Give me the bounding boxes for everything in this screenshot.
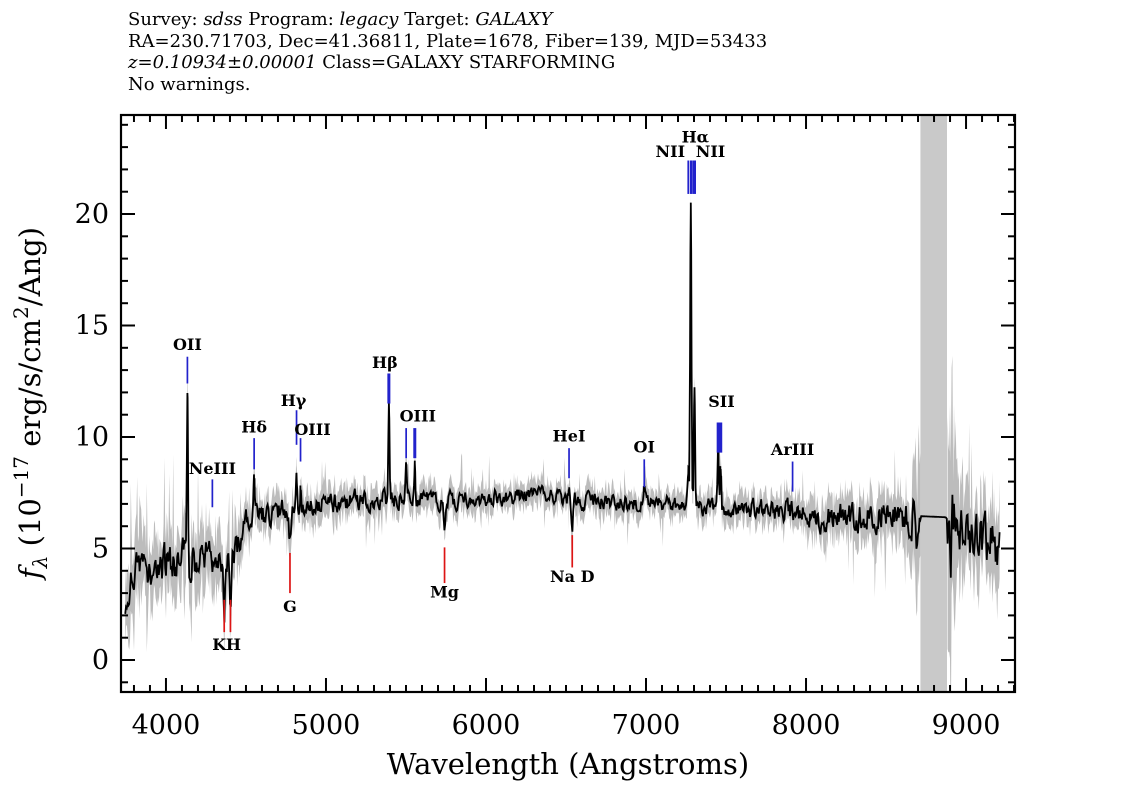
x-axis-title: Wavelength (Angstroms) xyxy=(387,747,749,781)
y-axis-title: fλ (10−17 erg/s/cm2/Ang) xyxy=(9,227,52,581)
line-label-OIII: OIII xyxy=(400,406,436,425)
line-label-NII: NII xyxy=(655,142,685,161)
masked-band-layer xyxy=(920,115,947,692)
line-label-OIII: OIII xyxy=(294,420,330,439)
line-label-H: H xyxy=(226,635,241,654)
line-label-Mg: Mg xyxy=(430,583,459,602)
y-tick-label: 10 xyxy=(75,422,109,453)
line-label-HeI: HeI xyxy=(553,426,586,445)
line-marker-layer: OII NeIII K H Hδ G Hγ OIII Hβ OIII Mg HeI Na D OI NIIH… xyxy=(173,128,814,654)
target-value: GALAXY xyxy=(475,9,553,30)
plot-frame xyxy=(119,113,1017,694)
line-label-Hδ: Hδ xyxy=(241,418,267,437)
survey-label: Survey: xyxy=(128,9,204,30)
line-label-NeIII: NeIII xyxy=(189,459,236,478)
line-label-K: K xyxy=(212,635,227,654)
spectrum-trace xyxy=(124,202,1001,623)
header-block: Survey: sdss Program: legacy Target: GAL… xyxy=(128,9,767,95)
line-label-ArIII: ArIII xyxy=(770,440,814,459)
masked-sky-band xyxy=(920,115,947,692)
y-tick-label: 20 xyxy=(75,199,109,230)
axes-layer: 4000 5000 6000 7000 8000 9000 0 5 10 15 20 fλ (10−1… xyxy=(9,113,1017,741)
y-axis-title-part: −17 xyxy=(9,456,33,498)
y-tick-label: 15 xyxy=(75,311,109,342)
warnings-text: No warnings. xyxy=(128,73,251,95)
x-tick-label: 4000 xyxy=(132,710,201,741)
x-tick-label: 7000 xyxy=(612,710,681,741)
y-axis-title-part: (10 xyxy=(13,498,47,555)
y-axis-title-part: erg/s/cm xyxy=(13,319,47,456)
target-label: Target: xyxy=(398,9,476,30)
y-tick-label: 0 xyxy=(92,645,109,676)
y-axis-title-part: λ xyxy=(28,556,52,570)
y-axis-title-part: /Ang) xyxy=(13,227,47,306)
y-tick-label: 5 xyxy=(92,534,109,565)
program-value: legacy xyxy=(339,9,399,30)
line-label-G: G xyxy=(283,597,297,616)
spectrum-trace-layer xyxy=(124,202,1001,623)
line-label-OI: OI xyxy=(634,438,655,457)
x-tick-label: 8000 xyxy=(772,710,841,741)
line-label-OII: OII xyxy=(173,335,202,354)
coords-text: RA=230.71703, Dec=41.36811, Plate=1678, … xyxy=(128,30,768,52)
error-envelope-layer xyxy=(125,190,1000,692)
x-tick-label: 9000 xyxy=(932,710,1001,741)
program-label: Program: xyxy=(242,9,340,30)
header-line-survey: Survey: sdss Program: legacy Target: GAL… xyxy=(128,9,767,31)
line-label-SII: SII xyxy=(708,392,735,411)
header-line-redshift: z=0.10934±0.00001 Class=GALAXY STARFORMI… xyxy=(128,52,767,74)
redshift-value: z=0.10934±0.00001 xyxy=(128,52,317,73)
line-label-Hβ: Hβ xyxy=(372,353,398,372)
class-text: Class=GALAXY STARFORMING xyxy=(316,52,616,73)
line-label-Na D: Na D xyxy=(550,567,595,586)
line-label-Hγ: Hγ xyxy=(281,391,307,410)
y-axis-title-part: 2 xyxy=(9,306,33,319)
x-tick-label: 6000 xyxy=(452,710,521,741)
error-envelope xyxy=(947,355,1000,692)
line-label-NII: NII xyxy=(696,142,726,161)
header-line-warnings: No warnings. xyxy=(128,74,767,96)
x-tick-label: 5000 xyxy=(292,710,361,741)
line-label-Hα: Hα xyxy=(682,128,709,147)
header-line-coords: RA=230.71703, Dec=41.36811, Plate=1678, … xyxy=(128,31,767,53)
survey-value: sdss xyxy=(203,9,243,30)
